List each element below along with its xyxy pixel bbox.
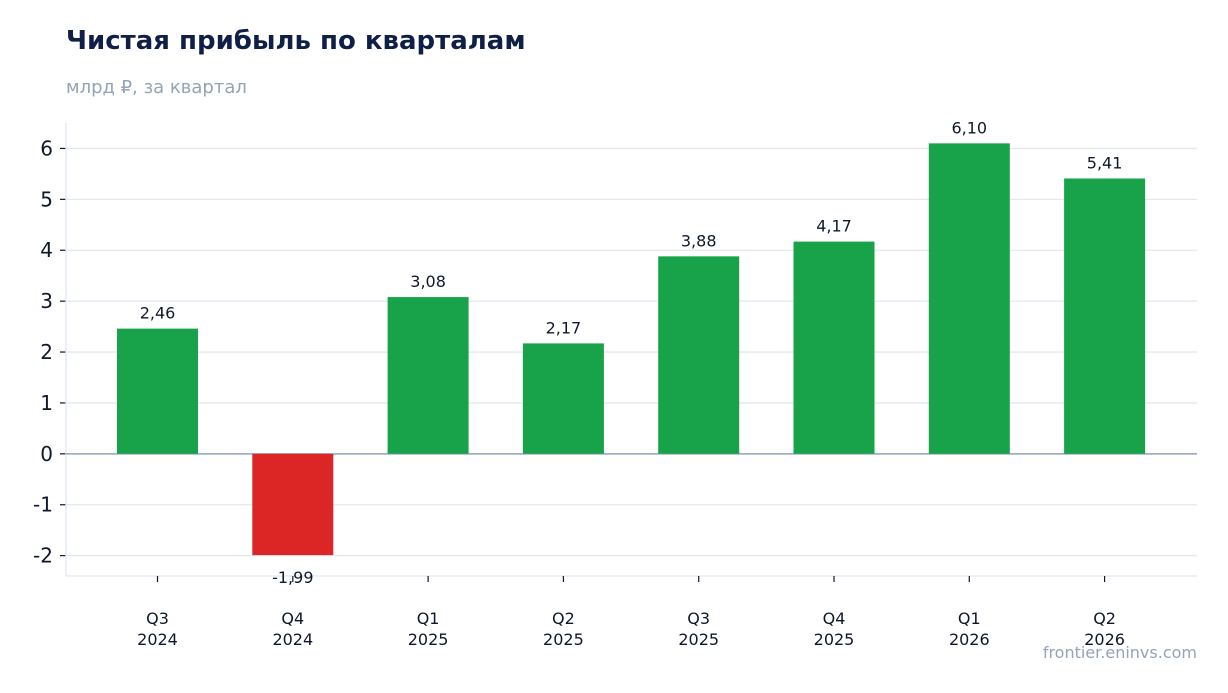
y-tick-label: -1 bbox=[33, 493, 53, 517]
data-label: 3,08 bbox=[410, 272, 446, 291]
x-tick-label: Q1 2025 bbox=[408, 609, 449, 649]
y-tick-label: 3 bbox=[40, 289, 53, 313]
y-tick-labels: -2 -1 0 1 2 3 4 5 6 bbox=[33, 136, 53, 567]
x-tick-label: Q3 2025 bbox=[678, 609, 719, 649]
x-tick-label: Q2 2025 bbox=[543, 609, 584, 649]
bar bbox=[928, 143, 1010, 454]
bar bbox=[793, 241, 875, 454]
data-label: 3,88 bbox=[681, 231, 717, 250]
bar bbox=[387, 297, 469, 454]
data-label: 2,17 bbox=[546, 318, 582, 337]
y-tick-label: 1 bbox=[40, 391, 53, 415]
bar bbox=[252, 453, 334, 556]
x-tick-labels: Q3 2024 Q4 2024 Q1 2025 Q2 2025 Q3 2025 Q4 2025 Q1 20… bbox=[137, 609, 1125, 649]
x-tick-label: Q4 2024 bbox=[272, 609, 313, 649]
y-tick-label: 5 bbox=[40, 187, 53, 211]
data-labels: 2,46 -1,99 3,08 2,17 3,88 4,17 6,10 5,41 bbox=[140, 118, 1123, 587]
x-tick-label: Q3 2024 bbox=[137, 609, 178, 649]
bar bbox=[522, 343, 604, 454]
y-tick-label: 4 bbox=[40, 238, 53, 262]
data-label: 4,17 bbox=[816, 217, 852, 236]
bar bbox=[117, 328, 198, 454]
bar bbox=[658, 256, 740, 454]
bars bbox=[117, 143, 1146, 556]
chart-subtitle: млрд ₽, за квартал bbox=[66, 77, 247, 98]
data-label: -1,99 bbox=[272, 568, 313, 587]
chart-title: Чистая прибыль по кварталам bbox=[66, 26, 526, 56]
y-tick-label: 6 bbox=[40, 136, 53, 160]
data-label: 2,46 bbox=[140, 304, 176, 323]
y-tick-label: 2 bbox=[40, 340, 53, 364]
source-attribution: frontier.eninvs.com bbox=[1042, 643, 1197, 662]
x-tick-label: Q2 2026 bbox=[1084, 609, 1125, 649]
data-label: 5,41 bbox=[1087, 153, 1123, 172]
y-tick-label: 0 bbox=[40, 442, 53, 466]
gridlines bbox=[66, 147, 1197, 557]
y-tick-label: -2 bbox=[33, 544, 53, 568]
bar bbox=[1064, 178, 1146, 454]
data-label: 6,10 bbox=[951, 118, 987, 137]
x-tick-label: Q1 2026 bbox=[949, 609, 990, 649]
x-tick-label: Q4 2025 bbox=[814, 609, 855, 649]
